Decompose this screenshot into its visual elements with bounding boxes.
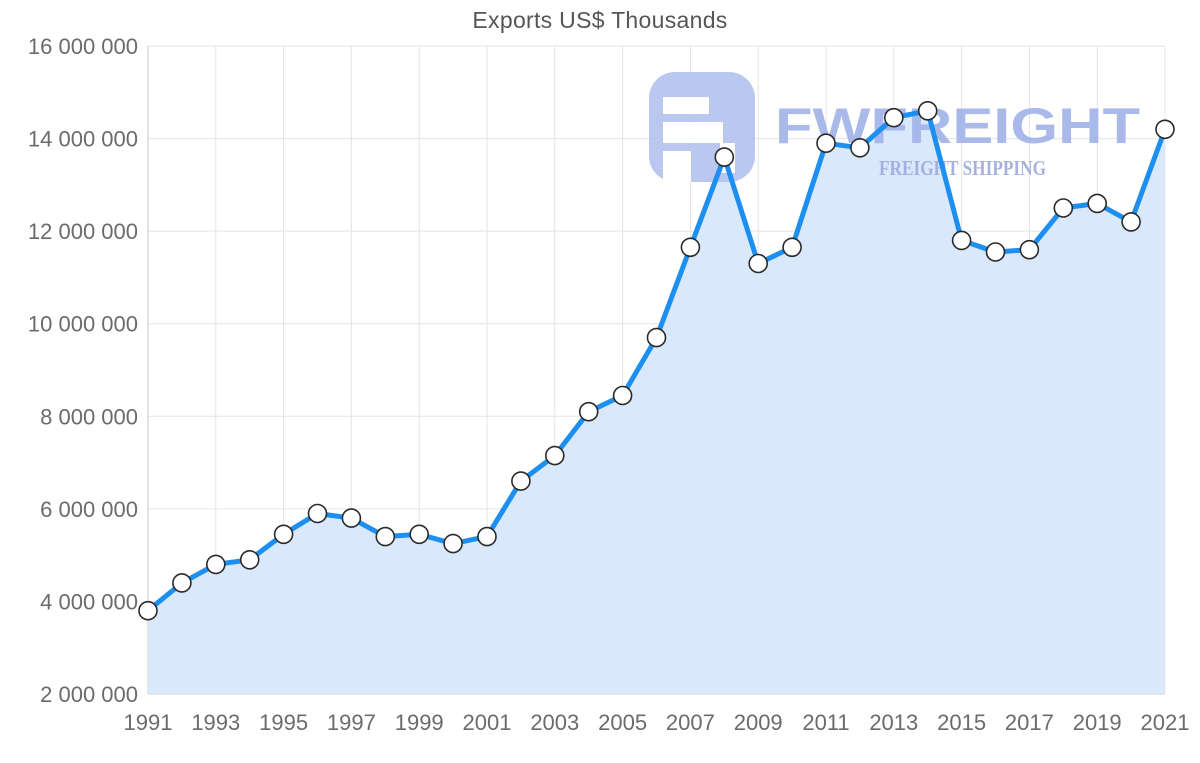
y-tick-label-4000000: 4 000 000 (40, 589, 138, 614)
area-fill (148, 110, 1165, 695)
data-point-2012[interactable] (850, 138, 870, 158)
data-point-2016[interactable] (985, 242, 1006, 262)
data-point-2009[interactable] (748, 253, 769, 274)
data-point-2017[interactable] (1019, 239, 1040, 260)
chart-title: Exports US$ Thousands (472, 7, 728, 33)
data-point-1993[interactable] (206, 554, 226, 575)
x-tick-label-2017: 2017 (1005, 710, 1054, 735)
data-point-2013[interactable] (883, 107, 904, 128)
data-point-1992[interactable] (172, 573, 192, 593)
y-tick-label-2000000: 2 000 000 (40, 682, 138, 707)
data-point-1991[interactable] (138, 600, 158, 621)
x-tick-label-1995: 1995 (259, 710, 308, 735)
data-point-2019[interactable] (1087, 193, 1107, 214)
y-tick-label-8000000: 8 000 000 (40, 404, 138, 429)
data-point-2014[interactable] (917, 101, 938, 121)
marker-layer (138, 101, 1175, 621)
tick-label-layer: 2 000 000 4 000 000 6 000 000 8 000 000 10 0… (28, 34, 1190, 735)
data-point-1995[interactable] (273, 524, 294, 545)
x-tick-label-1999: 1999 (395, 710, 444, 735)
data-point-2004[interactable] (578, 401, 599, 422)
y-tick-label-14000000: 14 000 000 (28, 127, 138, 152)
data-point-1997[interactable] (341, 508, 362, 528)
data-point-2007[interactable] (680, 237, 701, 258)
data-point-2001[interactable] (477, 526, 497, 547)
watermark-logo (649, 72, 755, 182)
x-tick-label-2019: 2019 (1073, 710, 1122, 735)
data-point-2005[interactable] (612, 385, 633, 406)
y-tick-label-16000000: 16 000 000 (28, 34, 138, 59)
y-tick-label-12000000: 12 000 000 (28, 219, 138, 244)
data-point-2008[interactable] (714, 147, 735, 167)
x-tick-label-2015: 2015 (937, 710, 986, 735)
x-tick-label-2009: 2009 (734, 710, 783, 735)
data-point-2002[interactable] (511, 471, 531, 491)
x-tick-label-1991: 1991 (124, 710, 173, 735)
data-point-2006[interactable] (646, 327, 667, 348)
data-point-1994[interactable] (239, 549, 260, 570)
data-point-2020[interactable] (1121, 212, 1141, 232)
data-point-2015[interactable] (951, 230, 972, 251)
data-point-2011[interactable] (816, 133, 836, 153)
y-tick-label-10000000: 10 000 000 (28, 312, 138, 337)
data-point-2018[interactable] (1053, 198, 1074, 218)
x-tick-label-2013: 2013 (869, 710, 918, 735)
x-tick-label-2001: 2001 (463, 710, 512, 735)
x-tick-label-2011: 2011 (802, 710, 849, 735)
watermark-logo-cutout-0 (663, 97, 709, 114)
data-point-2021[interactable] (1155, 119, 1175, 140)
y-tick-label-6000000: 6 000 000 (40, 497, 138, 522)
data-point-2003[interactable] (544, 445, 565, 466)
x-tick-label-2005: 2005 (598, 710, 647, 735)
data-point-1996[interactable] (307, 503, 328, 524)
data-point-2000[interactable] (443, 533, 463, 554)
x-tick-label-2021: 2021 (1141, 710, 1190, 735)
x-tick-label-2003: 2003 (530, 710, 579, 735)
watermark-logo-cutout-1 (663, 122, 723, 143)
data-point-1998[interactable] (375, 526, 396, 547)
x-tick-label-1993: 1993 (191, 710, 240, 735)
watermark-logo-cutout-2 (663, 151, 691, 182)
data-point-2010[interactable] (782, 237, 802, 258)
x-tick-label-2007: 2007 (666, 710, 715, 735)
x-tick-label-1997: 1997 (327, 710, 376, 735)
watermark-tagline-text: FREIGHT SHIPPING (879, 156, 1046, 180)
data-point-1999[interactable] (409, 524, 430, 545)
